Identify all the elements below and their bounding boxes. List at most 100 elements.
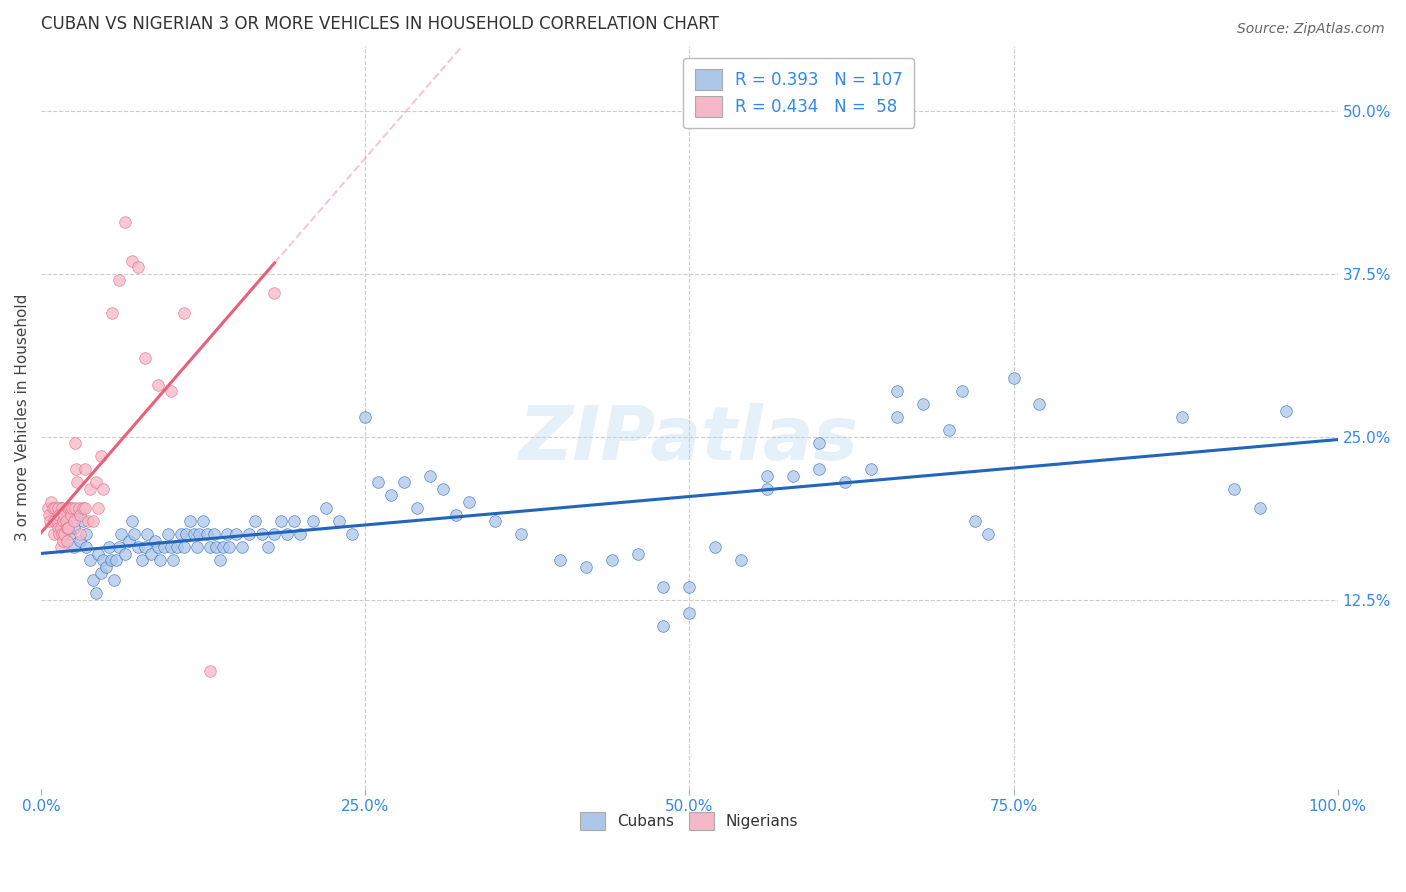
- Point: [198, 541, 221, 555]
- Point: [225, 527, 247, 541]
- Point: [42, 501, 65, 516]
- Point: [51, 527, 73, 541]
- Point: [146, 377, 169, 392]
- Point: [1002, 371, 1025, 385]
- Point: [159, 541, 181, 555]
- Point: [886, 410, 908, 425]
- Point: [208, 553, 231, 567]
- Point: [218, 541, 240, 555]
- Point: [367, 475, 389, 490]
- Point: [419, 468, 441, 483]
- Point: [976, 527, 998, 541]
- Point: [82, 514, 104, 528]
- Point: [859, 462, 882, 476]
- Point: [90, 449, 112, 463]
- Point: [93, 553, 115, 567]
- Point: [652, 618, 675, 632]
- Point: [380, 488, 402, 502]
- Point: [173, 306, 195, 320]
- Point: [270, 514, 292, 528]
- Point: [162, 553, 184, 567]
- Point: [72, 514, 94, 528]
- Point: [166, 541, 188, 555]
- Point: [48, 508, 70, 522]
- Point: [103, 573, 125, 587]
- Point: [59, 527, 82, 541]
- Point: [211, 541, 233, 555]
- Point: [76, 527, 98, 541]
- Point: [59, 501, 82, 516]
- Point: [90, 566, 112, 581]
- Point: [153, 541, 176, 555]
- Point: [72, 501, 94, 516]
- Y-axis label: 3 or more Vehicles in Household: 3 or more Vehicles in Household: [15, 293, 30, 541]
- Point: [243, 514, 266, 528]
- Point: [276, 527, 298, 541]
- Text: CUBAN VS NIGERIAN 3 OR MORE VEHICLES IN HOUSEHOLD CORRELATION CHART: CUBAN VS NIGERIAN 3 OR MORE VEHICLES IN …: [41, 15, 718, 33]
- Point: [108, 273, 131, 287]
- Point: [342, 527, 364, 541]
- Point: [484, 514, 506, 528]
- Point: [198, 665, 221, 679]
- Point: [963, 514, 986, 528]
- Point: [105, 553, 128, 567]
- Point: [432, 482, 454, 496]
- Point: [60, 501, 83, 516]
- Point: [263, 527, 285, 541]
- Point: [231, 541, 253, 555]
- Point: [704, 541, 727, 555]
- Point: [100, 553, 122, 567]
- Point: [149, 553, 172, 567]
- Point: [52, 514, 75, 528]
- Point: [44, 501, 66, 516]
- Point: [49, 541, 72, 555]
- Point: [53, 508, 76, 522]
- Point: [79, 553, 101, 567]
- Point: [76, 514, 98, 528]
- Point: [205, 541, 228, 555]
- Point: [808, 436, 831, 450]
- Point: [121, 253, 143, 268]
- Point: [911, 397, 934, 411]
- Point: [131, 553, 153, 567]
- Point: [62, 514, 84, 528]
- Point: [328, 514, 350, 528]
- Text: ZIPatlas: ZIPatlas: [519, 403, 859, 476]
- Point: [124, 527, 146, 541]
- Point: [110, 527, 132, 541]
- Point: [56, 533, 79, 548]
- Point: [730, 553, 752, 567]
- Point: [509, 527, 531, 541]
- Point: [146, 541, 169, 555]
- Point: [238, 527, 260, 541]
- Point: [179, 514, 201, 528]
- Point: [444, 508, 467, 522]
- Point: [173, 541, 195, 555]
- Point: [49, 521, 72, 535]
- Point: [108, 541, 131, 555]
- Point: [62, 541, 84, 555]
- Point: [1249, 501, 1271, 516]
- Point: [458, 495, 481, 509]
- Legend: Cubans, Nigerians: Cubans, Nigerians: [574, 805, 804, 837]
- Point: [51, 501, 73, 516]
- Point: [49, 501, 72, 516]
- Point: [263, 286, 285, 301]
- Point: [678, 580, 700, 594]
- Point: [114, 547, 136, 561]
- Point: [183, 527, 205, 541]
- Point: [136, 527, 159, 541]
- Point: [53, 514, 76, 528]
- Point: [37, 501, 59, 516]
- Point: [600, 553, 623, 567]
- Point: [53, 527, 76, 541]
- Point: [678, 606, 700, 620]
- Point: [55, 514, 77, 528]
- Point: [1223, 482, 1246, 496]
- Point: [46, 501, 69, 516]
- Point: [202, 527, 225, 541]
- Point: [290, 527, 312, 541]
- Point: [186, 541, 208, 555]
- Point: [886, 384, 908, 398]
- Text: Source: ZipAtlas.com: Source: ZipAtlas.com: [1237, 22, 1385, 37]
